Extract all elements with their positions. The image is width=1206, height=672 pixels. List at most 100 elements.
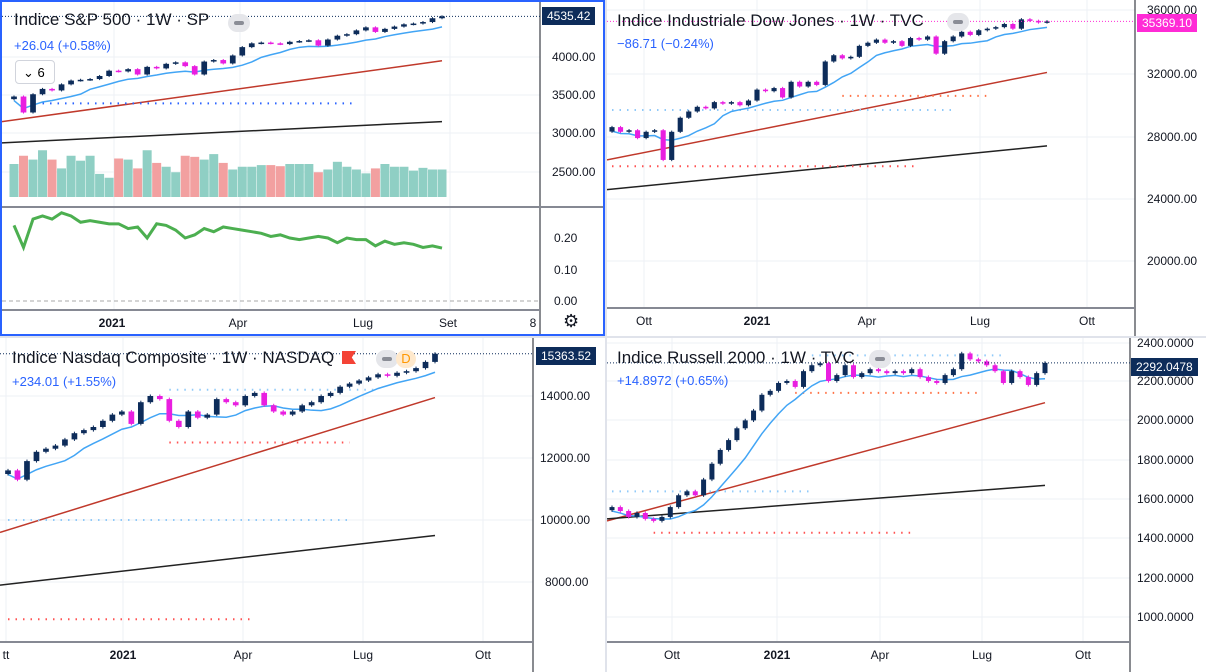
candle [899,41,905,46]
candle [372,27,379,32]
collapse-legend-button[interactable] [376,350,398,368]
oscillator-axis-label: 0.20 [554,231,578,245]
candle [325,39,331,46]
candle [884,371,890,374]
time-axis-label: Ott [474,648,492,662]
candle [337,386,343,393]
candle [842,365,848,376]
time-axis-label: 8 [529,316,537,330]
candle [626,130,632,132]
collapse-legend-button[interactable] [869,350,891,368]
candle [867,369,873,374]
candle [229,55,236,64]
volume-bar [228,169,238,197]
price-axis-label: 1400.0000 [1137,531,1194,545]
volume-bar [57,168,67,197]
candle [890,41,897,43]
candle [676,495,682,508]
candle [694,106,700,112]
time-axis-label: Ott [1074,648,1092,662]
candle [643,131,649,139]
volume-bar [247,166,257,197]
candle [239,47,246,56]
indicator-count: 6 [37,65,45,80]
chart-panel-dow-jones[interactable]: Indice Industriale Dow Jones · 1W · TVC … [607,0,1206,336]
dow-chart-canvas[interactable] [607,0,1206,336]
candle [420,22,426,24]
time-axis-label: 2021 [109,648,137,662]
candle [726,440,732,450]
ma-slow-line [607,145,1048,191]
candle [280,411,287,415]
candle [185,411,192,427]
interval-badge[interactable]: D [396,350,416,368]
collapse-legend-button[interactable] [228,14,250,32]
russell-chart-canvas[interactable] [607,338,1206,672]
collapse-legend-button[interactable] [947,13,969,31]
candle [826,363,831,381]
candle [850,365,856,378]
volume-bar [47,159,57,197]
sp500-chart-canvas[interactable] [2,2,605,336]
candle [993,27,999,29]
candle [684,491,690,496]
candle [703,106,709,109]
volume-bar [123,159,133,197]
candle [96,76,103,80]
candle [432,353,438,362]
candle [20,96,27,113]
price-axis-label: 1800.0000 [1137,453,1194,467]
candle [959,31,965,37]
ma-mid-line [0,396,436,534]
volume-bar [332,161,342,197]
candle [784,381,790,383]
candle [776,382,782,391]
ma-mid-line [607,71,1048,161]
candle [967,31,973,35]
candle [831,55,837,62]
time-axis-label: 2021 [98,316,126,330]
candle [251,392,258,396]
candle [413,368,419,372]
ma-slow-line [2,120,443,144]
candle [403,371,410,373]
volume-bar [256,165,266,197]
candle [153,66,160,69]
candle [686,111,692,118]
volume-bar [380,164,390,197]
indicators-toggle-button[interactable]: ⌄ 6 [15,60,55,84]
ma-fast-line [13,26,443,110]
candle [742,420,748,429]
candle [391,26,398,29]
candle [814,81,820,85]
candle [356,380,362,384]
candle [401,24,407,27]
volume-bar [418,167,428,197]
chart-panel-sp500[interactable]: Indice S&P 500 · 1W · SP +26.04 (+0.58%)… [0,0,605,336]
candle [907,38,914,46]
candle [792,381,798,387]
candle [156,396,163,400]
nasdaq-chart-canvas[interactable] [0,338,605,672]
volume-bar [28,159,38,197]
volume-bar [114,158,124,197]
candle [834,375,840,381]
candle [617,127,624,132]
candle [308,402,315,406]
volume-bar [275,166,285,197]
candle [286,41,293,45]
volume-bar [285,164,295,197]
volume-bar [76,160,86,197]
candle [925,36,931,40]
settings-gear-icon[interactable]: ⚙ [563,311,580,331]
candle [720,102,726,104]
candle [728,102,734,104]
candle [394,372,400,376]
flag-icon[interactable] [342,351,356,364]
chart-panel-russell[interactable]: Indice Russell 2000 · 1W · TVC +14.8972 … [607,338,1206,672]
time-axis-label: 2021 [743,314,771,328]
time-axis-label: Apr [228,316,248,330]
chart-panel-nasdaq[interactable]: Indice Nasdaq Composite · 1W · NASDAQ D … [0,338,605,672]
candle [1009,371,1015,383]
candle [144,66,151,75]
